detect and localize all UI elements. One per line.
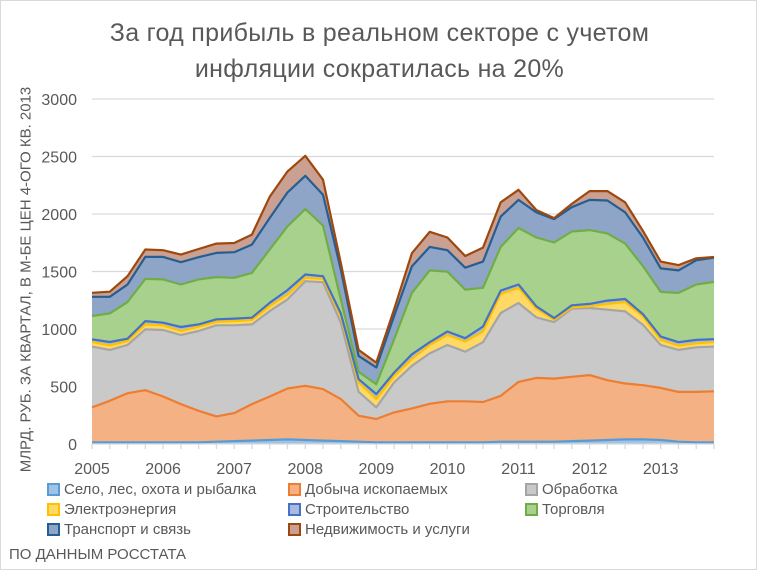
- y-tick-label: 3000: [41, 92, 77, 109]
- chart-title-line-2: инфляции сократилась на 20%: [194, 55, 565, 83]
- area-series-1: [92, 439, 714, 444]
- x-tick-label: 2011: [501, 461, 536, 478]
- area-series-2: [92, 375, 714, 443]
- series-line-3: [91, 280, 715, 409]
- legend-label: Транспорт и связь: [64, 521, 191, 538]
- x-tick-label: 2005: [74, 461, 110, 478]
- x-tick-label: 2010: [430, 461, 466, 478]
- y-tick-label: 1500: [41, 265, 77, 282]
- legend-label: Село, лес, охота и рыбалка: [64, 481, 257, 498]
- legend-swatch: [525, 503, 538, 516]
- legend-item: Строительство: [288, 501, 409, 518]
- series-line-4: [91, 276, 715, 401]
- x-tick-label: 2013: [643, 461, 679, 478]
- series-line-7: [92, 174, 715, 369]
- series-line-5: [91, 273, 715, 396]
- legend-swatch: [288, 483, 301, 496]
- legend-item: Торговля: [525, 501, 605, 518]
- legend-item: Недвижимость и услуги: [288, 521, 470, 538]
- legend-item: Обработка: [525, 481, 618, 498]
- legend-item: Село, лес, охота и рыбалка: [47, 481, 256, 498]
- area-series-3: [92, 281, 714, 419]
- y-tick-label: 500: [50, 380, 77, 397]
- series-line-8: [91, 154, 715, 364]
- series-line-2: [91, 374, 715, 421]
- area-series-7: [92, 175, 714, 385]
- x-tick-label: 2009: [359, 461, 395, 478]
- x-tick-label: 2006: [145, 461, 181, 478]
- area-series-6: [92, 209, 714, 395]
- legend-label: Электроэнергия: [64, 501, 177, 518]
- x-tick-label: 2008: [287, 461, 323, 478]
- y-tick-label: 2000: [41, 207, 77, 224]
- chart-title-line-1: За год прибыль в реальном секторе с учет…: [109, 19, 650, 47]
- legend-label: Строительство: [305, 501, 410, 518]
- y-tick-label: 2500: [41, 150, 77, 167]
- legend-label: Торговля: [542, 501, 605, 518]
- source-footer: ПО ДАННЫМ РОССТАТА: [9, 546, 187, 563]
- x-tick-label: 2012: [572, 461, 608, 478]
- legend-swatch: [288, 523, 301, 536]
- legend-label: Недвижимость и услуги: [305, 521, 470, 538]
- legend-item: Добыча ископаемых: [288, 481, 448, 498]
- series-line-6: [91, 208, 715, 386]
- legend-swatch: [47, 483, 60, 496]
- legend-item: Электроэнергия: [47, 501, 176, 518]
- legend-swatch: [47, 523, 60, 536]
- legend-item: Транспорт и связь: [47, 521, 191, 538]
- y-tick-label: 0: [68, 437, 77, 454]
- legend-swatch: [47, 503, 60, 516]
- legend-label: Обработка: [542, 481, 618, 498]
- legend-label: Добыча ископаемых: [305, 481, 448, 498]
- series-line-1: [92, 438, 714, 444]
- y-tick-label: 1000: [41, 322, 77, 339]
- legend-swatch: [288, 503, 301, 516]
- legend-swatch: [525, 483, 538, 496]
- x-tick-label: 2007: [216, 461, 252, 478]
